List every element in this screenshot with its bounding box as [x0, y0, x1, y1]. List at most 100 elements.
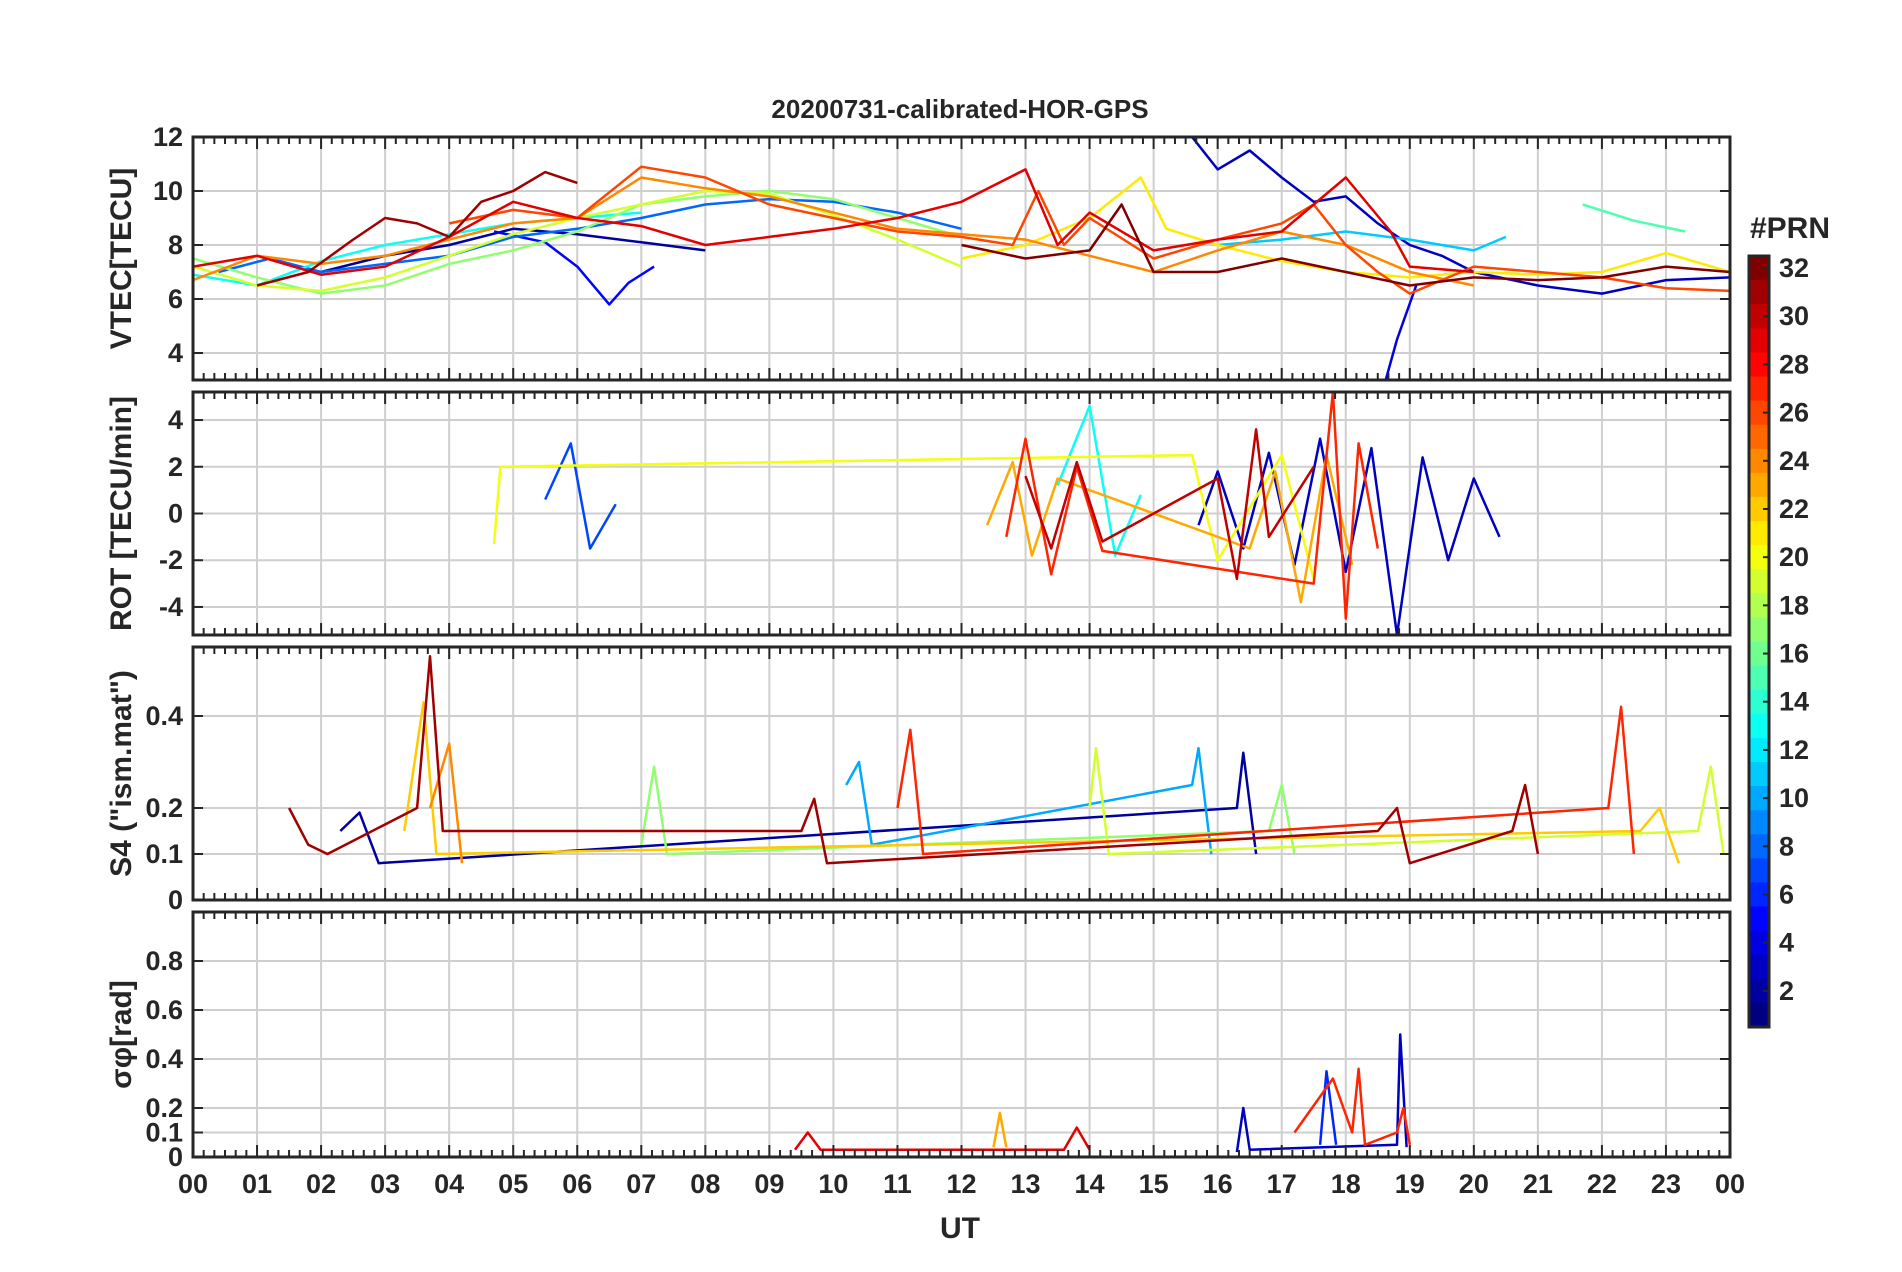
colorbar-swatch	[1749, 954, 1769, 980]
series-line	[845, 746, 1213, 855]
series-line	[992, 1111, 1008, 1148]
colorbar-swatch	[1749, 424, 1769, 450]
x-tick-label: 17	[1267, 1169, 1297, 1199]
y-axis-title: σφ[rad]	[105, 980, 138, 1089]
colorbar-swatch	[1749, 978, 1769, 1004]
x-tick-label: 20	[1459, 1169, 1489, 1199]
series-line	[961, 176, 1730, 279]
colorbar-swatch	[1749, 786, 1769, 811]
y-axis-title: VTEC[TECU]	[105, 168, 138, 350]
colorbar-tick-label: 10	[1779, 783, 1809, 813]
y-tick-label: 0.6	[145, 995, 183, 1025]
series-line	[1217, 230, 1507, 252]
x-tick-label: 13	[1011, 1169, 1041, 1199]
y-tick-label: 10	[153, 176, 183, 206]
series-line	[256, 170, 578, 287]
x-tick-label: 12	[946, 1169, 976, 1199]
x-tick-label: 00	[178, 1169, 208, 1199]
colorbar-swatch	[1749, 521, 1769, 546]
colorbar-tick-label: 32	[1779, 253, 1809, 283]
x-tick-label: 22	[1587, 1169, 1617, 1199]
colorbar-swatch	[1749, 352, 1769, 377]
series-line	[403, 700, 1680, 864]
x-axis-title: UT	[940, 1212, 980, 1245]
y-tick-label: 0	[168, 1142, 183, 1172]
x-tick-label: 07	[626, 1169, 656, 1199]
x-tick-label: 04	[434, 1169, 464, 1199]
colorbar-tick-label: 20	[1779, 542, 1809, 572]
y-tick-label: 0.2	[145, 1093, 183, 1123]
colorbar-swatch	[1749, 858, 1769, 883]
x-tick-label: 01	[242, 1169, 272, 1199]
series-line	[193, 168, 1474, 276]
x-tick-label: 16	[1203, 1169, 1233, 1199]
series-line	[1197, 437, 1501, 635]
colorbar-swatch	[1749, 400, 1769, 426]
series-line	[896, 705, 1636, 856]
series-line	[492, 453, 1315, 580]
series-line	[640, 765, 1296, 856]
series-line	[287, 654, 1540, 865]
sigma-phi-panel: 00.10.2 0.4 0.6 0.8σφ[rad] 00 01 02 03 04 05 06 07 0…	[105, 910, 1745, 1199]
y-tick-label: 0.1	[145, 839, 183, 869]
colorbar-swatch	[1749, 569, 1769, 594]
colorbar-swatch	[1749, 256, 1769, 281]
colorbar-swatch	[1749, 448, 1769, 474]
y-tick-label: 4	[168, 338, 183, 368]
colorbar-tick-label: 4	[1779, 928, 1794, 958]
colorbar-swatch	[1749, 737, 1769, 763]
colorbar-tick-label: 6	[1779, 879, 1794, 909]
y-axis-title: S4 ("ism.mat")	[105, 670, 138, 877]
y-tick-label: 0.2	[145, 793, 183, 823]
series-line	[1191, 137, 1730, 295]
colorbar-tick-label: 16	[1779, 639, 1809, 669]
x-tick-label: 06	[562, 1169, 592, 1199]
colorbar-frame	[1747, 254, 1771, 1029]
series-line	[339, 751, 1258, 865]
x-tick-label: 08	[690, 1169, 720, 1199]
y-tick-label: 12	[153, 122, 183, 152]
x-tick-label: 05	[498, 1169, 528, 1199]
series-line	[1235, 1033, 1408, 1153]
colorbar-tick-label: 8	[1779, 831, 1794, 861]
chart-title: 20200731-calibrated-HOR-GPS	[771, 94, 1148, 124]
series-line	[1582, 203, 1686, 233]
series-line	[985, 453, 1354, 604]
vtec-panel: 4 6 8 10 12 VTEC[TECU]	[105, 122, 1732, 382]
colorbar-swatch	[1749, 834, 1769, 859]
y-tick-label: 8	[168, 230, 183, 260]
x-tick-label: 00	[1715, 1169, 1745, 1199]
colorbar-swatch	[1749, 713, 1769, 739]
series-line	[544, 442, 617, 550]
x-tick-label: 11	[883, 1169, 912, 1199]
colorbar-swatch	[1749, 593, 1769, 618]
colorbar-swatch	[1749, 761, 1769, 787]
colorbar-title: #PRN	[1750, 212, 1830, 245]
colorbar-swatch	[1749, 1002, 1769, 1028]
colorbar-swatch	[1749, 545, 1769, 570]
y-tick-label: 0.1	[145, 1118, 183, 1148]
series-line	[961, 203, 1730, 287]
colorbar-tick-label: 24	[1779, 446, 1809, 476]
y-tick-label: 0	[168, 499, 183, 529]
colorbar-tick-label: 22	[1779, 494, 1809, 524]
colorbar-swatch	[1749, 689, 1769, 715]
x-tick-label: 14	[1075, 1169, 1105, 1199]
x-tick-label: 15	[1139, 1169, 1169, 1199]
s4-panel: 0 0.1 0.2 0.4S4 ("ism.mat")	[105, 645, 1732, 915]
x-tick-label: 02	[306, 1169, 336, 1199]
x-tick-label: 18	[1331, 1169, 1361, 1199]
y-tick-label: 0.8	[145, 946, 183, 976]
series-line	[1005, 392, 1380, 620]
series-line	[218, 197, 962, 274]
series-line	[193, 176, 1475, 287]
x-tick-label: 03	[370, 1169, 400, 1199]
colorbar-swatch	[1749, 472, 1769, 498]
colorbar-tick-label: 28	[1779, 349, 1809, 379]
series-line	[1318, 1070, 1338, 1145]
series-line	[193, 189, 962, 295]
series-line	[428, 742, 464, 864]
colorbar-swatch	[1749, 906, 1769, 932]
x-tick-label: 10	[818, 1169, 848, 1199]
y-tick-label: 0	[168, 885, 183, 915]
